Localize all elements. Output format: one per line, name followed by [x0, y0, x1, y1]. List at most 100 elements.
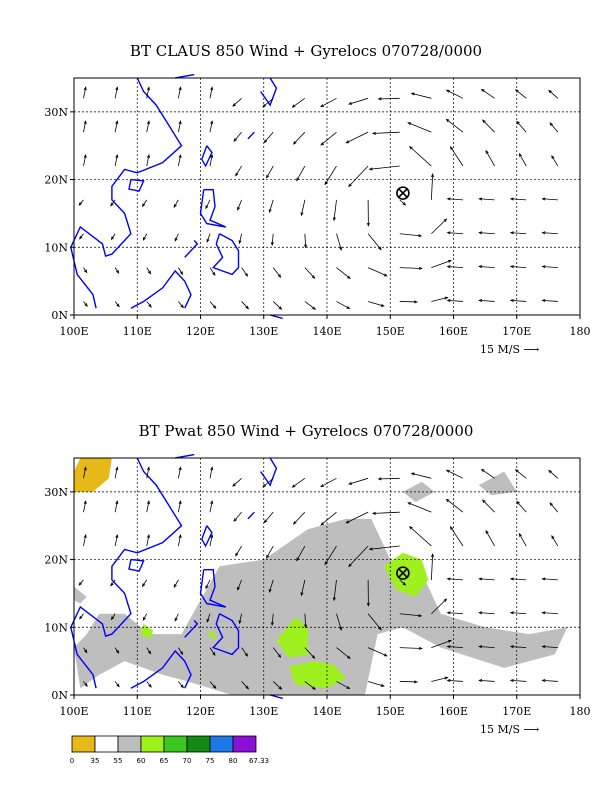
wind-arrow — [379, 478, 400, 479]
x-tick-label: 120E — [186, 325, 215, 338]
legend-swatch — [95, 736, 118, 752]
coastline — [71, 78, 182, 308]
y-tick-label: 20N — [44, 554, 68, 567]
bottom-scale-text: 15 M/S — [480, 723, 520, 736]
top-panel-title: BT CLAUS 850 Wind + Gyrelocs 070728/0000 — [0, 42, 612, 60]
legend-swatch — [141, 736, 164, 752]
x-tick-label: 160E — [439, 325, 468, 338]
wind-arrow — [516, 90, 527, 99]
wind-arrow — [549, 90, 558, 98]
wind-arrow — [233, 478, 242, 486]
x-tick-label: 140E — [312, 705, 341, 718]
legend-swatch — [187, 736, 210, 752]
x-tick-label: 130E — [249, 325, 278, 338]
wind-vectors — [79, 87, 558, 309]
wind-arrow — [519, 534, 526, 546]
wind-arrow — [486, 531, 495, 546]
wind-arrow — [431, 298, 447, 302]
wind-arrow — [321, 98, 337, 106]
wind-arrow — [273, 268, 280, 278]
x-tick-label: 160E — [439, 705, 468, 718]
x-tick-label: 180 — [570, 705, 591, 718]
coastline — [270, 695, 283, 698]
top-scale-label: 15 M/S ⟶ — [480, 343, 539, 356]
wind-arrow — [400, 648, 422, 649]
wind-arrow — [305, 268, 315, 279]
wind-arrow — [400, 234, 421, 236]
wind-arrow — [400, 268, 422, 269]
wind-arrow — [264, 132, 273, 142]
wind-arrow — [294, 512, 305, 524]
wind-arrow — [451, 527, 463, 546]
wind-arrow — [447, 470, 463, 478]
wind-arrow — [368, 681, 384, 686]
gyre-location-marker — [397, 187, 409, 199]
wind-arrow — [349, 478, 368, 484]
legend-label: 55 — [114, 757, 123, 765]
wind-arrow — [368, 268, 387, 276]
wind-arrow — [446, 499, 463, 512]
wind-arrow — [519, 154, 526, 166]
coastline — [248, 132, 254, 139]
x-tick-label: 180 — [570, 325, 591, 338]
wind-arrow — [408, 503, 431, 512]
wind-arrow — [446, 119, 463, 132]
legend-label: 60 — [137, 757, 146, 765]
wind-arrow — [321, 478, 337, 486]
coastline — [131, 271, 191, 308]
y-tick-label: 30N — [44, 106, 68, 119]
wind-arrow — [379, 98, 400, 99]
x-tick-label: 170E — [502, 325, 531, 338]
coastline — [175, 75, 194, 78]
coastline — [129, 560, 144, 572]
wind-arrow — [292, 478, 304, 487]
wind-arrow — [431, 678, 447, 682]
wind-arrow — [517, 122, 526, 133]
wind-arrow — [408, 123, 431, 132]
wind-arrow — [447, 90, 463, 98]
legend-swatch — [164, 736, 187, 752]
wind-arrow — [242, 301, 249, 308]
bottom-scale-label: 15 M/S ⟶ — [480, 723, 539, 736]
wind-arrow — [336, 268, 350, 279]
wind-arrow — [294, 132, 305, 144]
pwat-shading — [74, 458, 567, 695]
wind-arrow — [234, 132, 242, 141]
wind-arrow — [273, 301, 281, 309]
wind-arrow — [264, 512, 273, 522]
wind-arrow — [412, 473, 432, 478]
wind-arrow — [483, 500, 495, 512]
legend-swatch — [210, 736, 233, 752]
wind-arrow — [431, 219, 446, 234]
x-tick-label: 140E — [312, 325, 341, 338]
wind-arrow — [482, 469, 495, 478]
wind-arrow — [349, 98, 368, 104]
legend-label: 70 — [183, 757, 192, 765]
wind-arrow — [305, 301, 315, 309]
legend-label: 0 — [70, 757, 74, 765]
coastline — [129, 180, 144, 192]
wind-arrow — [370, 166, 400, 169]
wind-arrow — [233, 98, 242, 106]
wind-arrow — [236, 546, 242, 556]
wind-arrow — [234, 512, 242, 521]
legend-label: 35 — [91, 757, 100, 765]
x-tick-label: 110E — [123, 705, 152, 718]
wind-arrow — [550, 503, 558, 512]
x-tick-label: 110E — [123, 325, 152, 338]
y-tick-label: 10N — [44, 621, 68, 634]
legend-label: 67.33 — [249, 757, 269, 765]
legend-label: 65 — [160, 757, 169, 765]
y-tick-label: 30N — [44, 486, 68, 499]
coastlines — [71, 75, 283, 319]
x-tick-label: 130E — [249, 705, 278, 718]
wind-arrow — [486, 151, 495, 166]
wind-arrow — [410, 527, 432, 546]
wind-arrow — [549, 470, 558, 478]
y-tick-label: 20N — [44, 174, 68, 187]
coastline — [248, 512, 254, 519]
wind-arrow — [368, 301, 384, 306]
wind-arrow — [236, 166, 242, 176]
